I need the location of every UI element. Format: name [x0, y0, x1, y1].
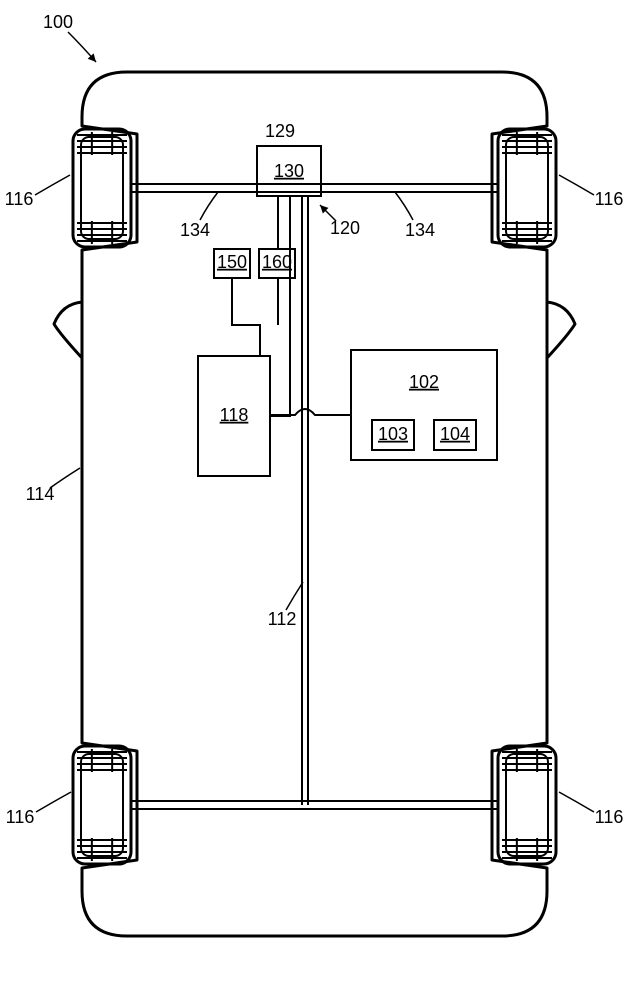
leader-134_right: [395, 192, 413, 220]
fender-left: [54, 302, 82, 358]
fender-right: [547, 302, 575, 358]
vehicle-body-outline: [82, 72, 547, 936]
label-130: 130: [274, 161, 304, 181]
label-116_bl: 116: [6, 807, 35, 827]
leader-134_left: [200, 192, 218, 220]
wheel-rear-right: [498, 746, 556, 864]
label-112: 112: [268, 609, 297, 629]
conn-130_bottom_b-118_right: [270, 196, 290, 416]
label-100: 100: [43, 12, 73, 32]
wheel-front-right: [498, 129, 556, 247]
leader-116_bl: [36, 792, 71, 812]
label-102: 102: [409, 372, 439, 392]
label-134_right: 134: [405, 220, 435, 240]
conn-160_bottom-118_top_via_150: [232, 278, 260, 356]
wheel-rear-left: [73, 746, 131, 864]
leader-114: [50, 468, 80, 488]
label-129: 129: [265, 121, 295, 141]
leader-116_tl: [35, 175, 70, 195]
leader-112: [286, 582, 303, 610]
label-116_tl: 116: [5, 189, 34, 209]
label-160: 160: [262, 252, 292, 272]
label-103: 103: [378, 424, 408, 444]
label-114: 114: [26, 484, 55, 504]
leader-116_tr: [559, 175, 594, 195]
label-104: 104: [440, 424, 470, 444]
wheel-front-left: [73, 129, 131, 247]
label-118: 118: [220, 405, 249, 425]
label-134_left: 134: [180, 220, 210, 240]
label-150: 150: [217, 252, 247, 272]
leader-116_br: [559, 792, 594, 812]
label-116_br: 116: [595, 807, 624, 827]
label-120: 120: [330, 218, 360, 238]
label-116_tr: 116: [595, 189, 624, 209]
conn-118-102: [270, 409, 351, 415]
